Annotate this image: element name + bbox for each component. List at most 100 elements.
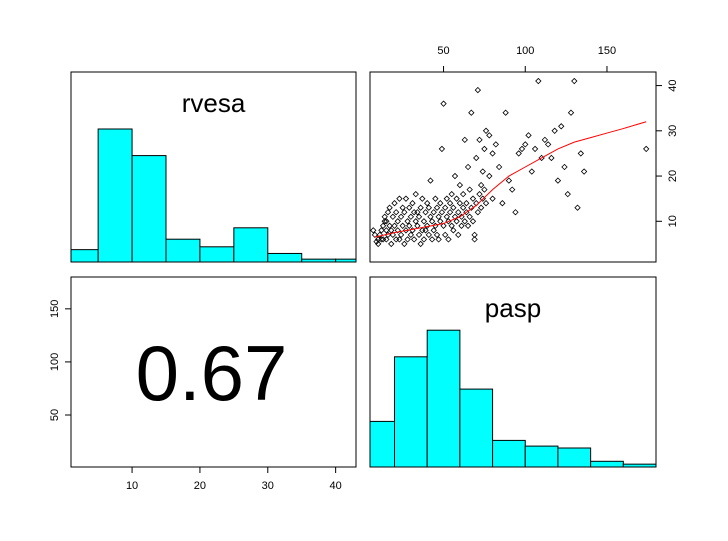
scatter-point [410,209,418,216]
scatter-point [535,77,542,85]
scatter-point [505,177,513,184]
scatter-point [561,163,568,171]
scatter-point [492,141,500,148]
scatter-point [495,163,503,171]
correlation-value: 0.67 [136,329,288,417]
scatter-point [376,231,383,239]
scatter-point [424,200,431,207]
scatter-point [389,213,397,220]
scatter-point [419,195,426,202]
scatter-point [404,236,411,243]
scatter-point [471,236,478,243]
scatter-point [450,204,457,211]
scatter-point [422,209,429,216]
y-tick-label: 150 [49,300,61,318]
scatter-point [401,209,408,216]
scatter-point [428,218,436,225]
histogram-bar [394,356,428,467]
scatter-point [388,240,395,248]
scatter-point [463,200,470,207]
scatter-point [455,209,462,216]
scatter-point [401,240,408,248]
scatter-point [564,190,571,198]
scatter-point [515,150,522,157]
scatter-point [541,136,549,144]
scatter-point [477,204,485,211]
scatter-point [451,172,459,180]
scatter-point [482,200,490,207]
scatter-point [461,218,468,225]
scatter-point [466,213,473,220]
scatter-point [440,100,447,107]
scatter-point [435,213,442,220]
scatter-point [383,236,390,243]
smooth-line [374,121,647,238]
scatter-point [394,218,401,225]
scatter-point [402,195,410,202]
scatter-point [424,222,431,229]
y-tick-label: 20 [667,170,679,182]
scatter-point [371,231,379,239]
scatter-point [396,195,403,202]
scatter-point [396,236,403,243]
scatter-point [417,204,424,211]
scatter-point [440,222,447,229]
scatter-point [509,186,516,193]
scatter-point [453,195,460,202]
scatter-point [577,150,584,157]
scatter-point [373,238,380,245]
scatter-point [415,213,423,220]
scatter-point [406,222,413,229]
scatter-point [486,132,493,139]
scatter-point [415,231,423,239]
panel-frame [369,276,657,468]
scatter-point [437,200,444,207]
scatter-point [422,227,429,234]
scatter-point [489,150,496,157]
scatter-point [476,190,483,198]
scatter-point [430,227,437,234]
scatter-point [453,218,460,225]
x-tick-label: 50 [437,45,449,57]
scatter-point [414,209,421,216]
scatter-point [430,209,437,216]
histogram-bar [97,128,133,262]
panel-frame [70,71,357,263]
scatter-point [580,168,588,175]
histogram-bar [199,246,235,262]
scatter-point [469,195,477,202]
scatter-point [643,145,650,153]
scatter-point [468,204,475,211]
scatter-point [394,227,401,234]
scatter-point [481,145,488,153]
scatter-point [474,209,482,216]
histogram-bar [71,249,99,262]
scatter-point [528,168,535,175]
panel-title: pasp [485,293,541,323]
scatter-point [381,213,388,220]
histogram-bar [426,329,461,467]
scatter-point [558,123,565,130]
scatter-point [389,231,397,239]
scatter-point [476,136,483,144]
scatter-point [479,168,486,175]
scatter-point [383,227,390,234]
y-tick-label: 10 [667,215,679,227]
scatter-point [425,204,432,211]
histogram-bar [524,445,559,467]
correlation-panel: 0.67 10 20 30 40 50 100 150 [49,276,357,492]
x-tick-label: 100 [516,45,534,57]
scatter-point [567,109,575,116]
scatter-point [391,222,398,229]
scatter-point [571,77,578,85]
scatter-point [458,222,465,229]
scatter-point [443,195,450,202]
histogram-bar [233,227,269,262]
scatter-point [522,141,529,148]
scatter-point [554,177,562,184]
scatter-points [370,77,650,248]
scatter-point [420,236,428,243]
y-tick-label: 30 [667,125,679,137]
scatter-point [404,218,411,225]
scatter-point [384,209,392,216]
